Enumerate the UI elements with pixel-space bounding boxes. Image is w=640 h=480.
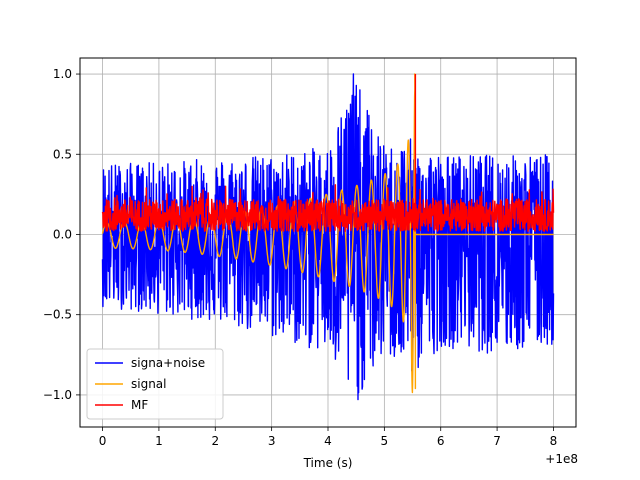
series-layer xyxy=(101,73,555,401)
x-tick-label: 5 xyxy=(381,434,389,448)
x-tick-label: 8 xyxy=(550,434,558,448)
y-tick-label: 0.0 xyxy=(53,227,72,241)
y-tick-label: −1.0 xyxy=(43,388,72,402)
legend: signa+noise signal MF xyxy=(86,348,224,420)
legend-box xyxy=(86,348,224,420)
y-tick-label: 0.5 xyxy=(53,147,72,161)
series-line-mf xyxy=(101,74,555,232)
x-axis-label: Time (s) xyxy=(303,456,353,470)
series-line-signa-noise xyxy=(101,73,555,401)
y-tick-label: 1.0 xyxy=(53,67,72,81)
x-offset-label: +1e8 xyxy=(545,452,578,466)
x-tick-label: 2 xyxy=(211,434,219,448)
legend-label: signal xyxy=(131,377,167,391)
y-tick-label: −0.5 xyxy=(43,308,72,322)
x-tick-label: 7 xyxy=(493,434,501,448)
series-group xyxy=(101,73,555,401)
x-tick-label: 3 xyxy=(268,434,276,448)
series-line-signal xyxy=(101,73,554,394)
x-tick-label: 0 xyxy=(99,434,107,448)
x-tick-label: 6 xyxy=(437,434,445,448)
legend-label: signa+noise xyxy=(131,356,205,370)
x-tick-label: 4 xyxy=(324,434,332,448)
x-tick-label: 1 xyxy=(155,434,163,448)
y-axis: −1.0 −0.5 0.0 0.5 1.0 xyxy=(43,67,80,402)
x-axis: 0 1 2 3 4 5 6 7 8 xyxy=(99,427,558,448)
legend-label: MF xyxy=(131,398,148,412)
